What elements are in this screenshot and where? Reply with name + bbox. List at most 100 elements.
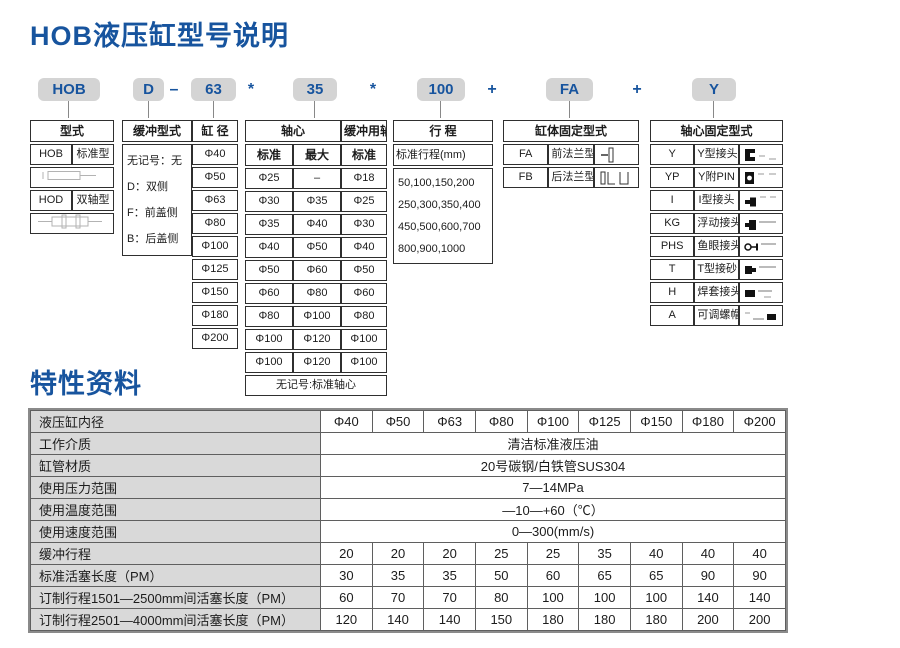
spec-label: 液压缸内径: [30, 410, 321, 433]
spec-value: 20: [320, 542, 373, 565]
shaft-max: Φ80: [293, 283, 341, 304]
fisheye-joint-icon: [744, 242, 776, 251]
bore-value: Φ150: [192, 282, 238, 303]
spec-label: 订制行程1501—2500mm间活塞长度（PM）: [30, 586, 321, 609]
shaft-std: Φ40: [245, 237, 293, 258]
spec-value: 30: [320, 564, 373, 587]
y-pin-joint-icon: [744, 171, 776, 184]
shaft-table-footnote: 无记号:标准轴心: [245, 375, 387, 396]
spec-value: 140: [371, 608, 425, 631]
type-table-header: 型式: [30, 120, 114, 142]
spec-value: 140: [733, 586, 786, 609]
cushion-shaft-std: Φ18: [341, 168, 387, 189]
bore-value: Φ50: [192, 167, 238, 188]
rod-end-code: T: [650, 259, 695, 280]
connector-line: [440, 101, 441, 118]
spec-value: 40: [733, 542, 786, 565]
characteristics-table: 液压缸内径 Φ40 Φ50 Φ63 Φ80 Φ100 Φ125 Φ150 Φ18…: [28, 408, 788, 633]
spec-value: 40: [629, 542, 683, 565]
spec-label: 订制行程2501—4000mm间活塞长度（PM）: [30, 608, 321, 631]
spec-value: Φ80: [474, 410, 528, 433]
spec-label: 使用温度范围: [30, 498, 321, 521]
shaft-header: 轴心: [245, 120, 341, 142]
rod-mount-table: 轴心固定型式 Y Y型接头 YP Y附PIN I I型接头: [650, 118, 783, 328]
cushion-shaft-std: Φ100: [341, 329, 387, 350]
connector-line: [148, 101, 149, 118]
spec-value: 50: [474, 564, 528, 587]
spec-value: 120: [320, 608, 373, 631]
rod-end-code: KG: [650, 213, 695, 234]
cushion-shaft-std: Φ50: [341, 260, 387, 281]
cushion-table: 缓冲型式 无记号：无 D：双侧 F：前盖侧 B：后盖侧: [122, 118, 192, 258]
rod-end-label: 可调螺帽: [694, 305, 739, 326]
spec-value: 180: [629, 608, 683, 631]
spec-value: Φ40: [320, 410, 373, 433]
code-sep-star-2: *: [369, 81, 377, 98]
spec-value: 180: [578, 608, 631, 631]
rod-end-code: H: [650, 282, 695, 303]
spec-value: 200: [681, 608, 735, 631]
stroke-values: 250,300,350,400: [398, 199, 481, 211]
bore-table-header: 缸 径: [192, 120, 238, 142]
table-row: 缓冲行程 20 20 20 25 25 35 40 40 40: [30, 542, 786, 565]
spec-span-value: 20号碳钢/白铁管SUS304: [320, 454, 786, 477]
mount-label: 后法兰型: [548, 167, 594, 188]
mount-label: 前法兰型: [548, 144, 594, 165]
spec-value: 70: [371, 586, 425, 609]
shaft-max: Φ50: [293, 237, 341, 258]
table-row: 订制行程1501—2500mm间活塞长度（PM） 60 70 70 80 100…: [30, 586, 786, 609]
spec-value: 25: [526, 542, 580, 565]
page-title: HOB液压缸型号说明: [30, 21, 289, 51]
spec-label: 缸管材质: [30, 454, 321, 477]
y-joint-icon: [744, 148, 776, 161]
shaft-std: Φ50: [245, 260, 293, 281]
spec-value: 70: [423, 586, 476, 609]
spec-span-value: 0—300(mm/s): [320, 520, 786, 543]
rod-end-label: Y附PIN: [694, 167, 739, 188]
code-box-bore: 63: [191, 78, 236, 101]
cushion-option: B：后盖侧: [127, 233, 179, 245]
spec-value: Φ100: [526, 410, 580, 433]
bore-value: Φ125: [192, 259, 238, 280]
shaft-std: Φ25: [245, 168, 293, 189]
floating-joint-icon: [744, 219, 776, 230]
spec-value: 140: [681, 586, 735, 609]
spec-label: 使用速度范围: [30, 520, 321, 543]
table-row: 使用温度范围 —10—+60（℃）: [30, 498, 786, 521]
rod-end-label: I型接头: [694, 190, 739, 211]
mount-code: FA: [503, 144, 549, 165]
bore-value: Φ80: [192, 213, 238, 234]
shaft-max: Φ60: [293, 260, 341, 281]
rod-end-label: Y型接头: [694, 144, 739, 165]
rod-end-code: A: [650, 305, 695, 326]
connector-line: [68, 101, 69, 118]
section-title-characteristics: 特性资料: [30, 369, 142, 399]
shaft-subheader: 最大: [293, 144, 341, 166]
shaft-std: Φ100: [245, 352, 293, 373]
shaft-std: Φ35: [245, 214, 293, 235]
spec-label: 标准活塞长度（PM）: [30, 564, 321, 587]
stroke-values: 450,500,600,700: [398, 221, 481, 233]
double-rod-cylinder-diagram: [38, 214, 102, 229]
rod-end-code: YP: [650, 167, 695, 188]
shaft-max: Φ100: [293, 306, 341, 327]
spec-value: 200: [733, 608, 786, 631]
code-box-cushion: D: [133, 78, 164, 101]
code-sep-star-1: *: [247, 81, 255, 98]
body-mount-table: 缸体固定型式 FA 前法兰型 FB 后法兰型: [503, 118, 639, 190]
bore-table: 缸 径 Φ40 Φ50 Φ63 Φ80 Φ100 Φ125 Φ150 Φ180 …: [192, 118, 238, 351]
cushion-table-header: 缓冲型式: [122, 120, 192, 142]
rod-mount-header: 轴心固定型式: [650, 120, 783, 142]
connector-line: [569, 101, 570, 118]
spec-value: 80: [474, 586, 528, 609]
code-box-rod-end: Y: [692, 78, 736, 101]
cushion-option: 无记号：无: [127, 155, 182, 167]
cushion-shaft-std: Φ80: [341, 306, 387, 327]
shaft-std: Φ80: [245, 306, 293, 327]
spec-value: Φ150: [629, 410, 683, 433]
bore-value: Φ100: [192, 236, 238, 257]
spec-value: 90: [681, 564, 735, 587]
shaft-max: –: [293, 168, 341, 189]
spec-value: 25: [474, 542, 528, 565]
